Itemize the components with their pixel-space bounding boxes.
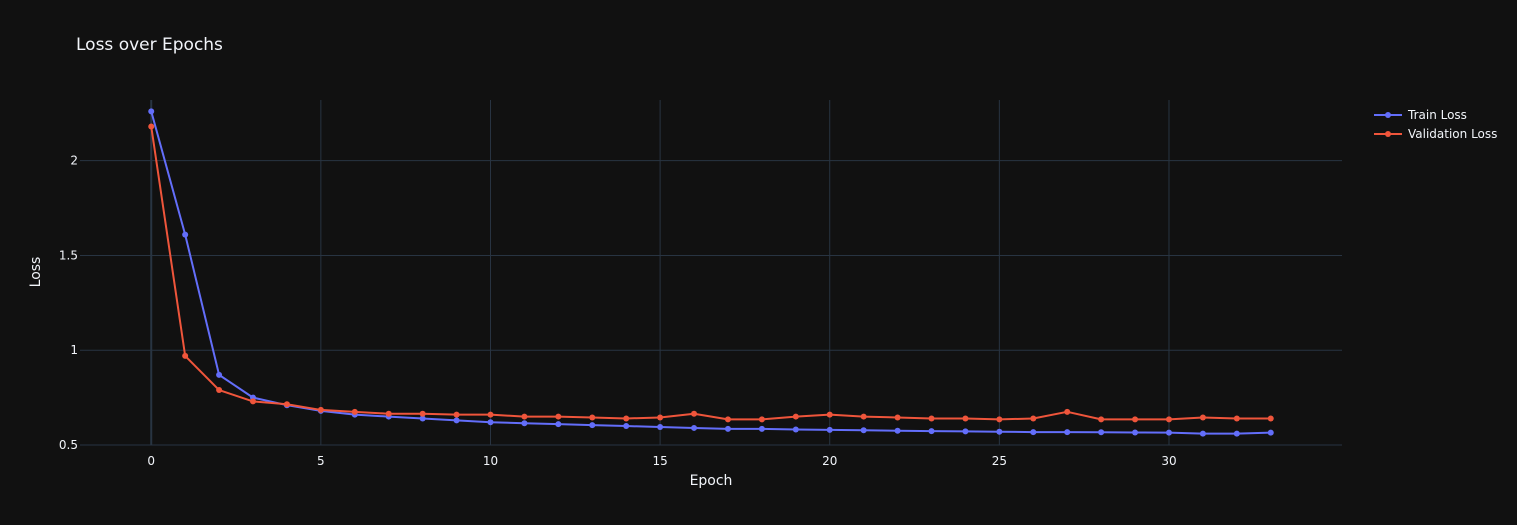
data-point[interactable] <box>1030 415 1037 422</box>
data-point[interactable] <box>962 428 969 435</box>
grid-layer <box>80 100 1342 446</box>
data-point[interactable] <box>1165 416 1172 423</box>
data-point[interactable] <box>385 410 392 417</box>
legend-item[interactable]: Train Loss <box>1374 108 1467 122</box>
data-point[interactable] <box>453 411 460 418</box>
data-point[interactable] <box>1064 408 1071 415</box>
data-point[interactable] <box>657 423 664 430</box>
data-point[interactable] <box>860 427 867 434</box>
data-point[interactable] <box>283 401 290 408</box>
data-point[interactable] <box>792 426 799 433</box>
series-layer <box>148 108 1274 437</box>
data-point[interactable] <box>419 410 426 417</box>
data-point[interactable] <box>521 413 528 420</box>
data-point[interactable] <box>555 413 562 420</box>
data-point[interactable] <box>1132 416 1139 423</box>
legend-label: Validation Loss <box>1408 127 1497 141</box>
data-point[interactable] <box>250 398 257 405</box>
data-point[interactable] <box>487 411 494 418</box>
data-point[interactable] <box>487 419 494 426</box>
data-point[interactable] <box>724 425 731 432</box>
data-point[interactable] <box>792 413 799 420</box>
data-point[interactable] <box>182 352 189 359</box>
data-point[interactable] <box>657 414 664 421</box>
data-point[interactable] <box>962 415 969 422</box>
data-point[interactable] <box>623 415 630 422</box>
data-point[interactable] <box>521 420 528 427</box>
x-tick-label: 25 <box>992 454 1007 468</box>
data-point[interactable] <box>1098 416 1105 423</box>
legend-swatch-marker <box>1385 131 1391 137</box>
data-point[interactable] <box>1199 430 1206 437</box>
data-point[interactable] <box>453 417 460 424</box>
y-tick-label: 1.5 <box>59 248 78 262</box>
data-point[interactable] <box>623 423 630 430</box>
data-point[interactable] <box>996 428 1003 435</box>
legend-item[interactable]: Validation Loss <box>1374 127 1497 141</box>
data-point[interactable] <box>555 421 562 428</box>
data-point[interactable] <box>894 414 901 421</box>
data-point[interactable] <box>1267 415 1274 422</box>
data-point[interactable] <box>1098 429 1105 436</box>
data-point[interactable] <box>148 123 155 130</box>
data-point[interactable] <box>317 406 324 413</box>
data-point[interactable] <box>996 416 1003 423</box>
tick-layer: 0 5 10 15 20 25 30 0.5 1 1.5 2 <box>59 154 1177 468</box>
data-point[interactable] <box>1165 429 1172 436</box>
series-line[interactable] <box>150 111 1271 435</box>
data-point[interactable] <box>691 410 698 417</box>
data-point[interactable] <box>724 416 731 423</box>
data-point[interactable] <box>216 387 223 394</box>
data-point[interactable] <box>1233 430 1240 437</box>
data-point[interactable] <box>148 108 155 115</box>
x-tick-label: 5 <box>317 454 325 468</box>
data-point[interactable] <box>758 416 765 423</box>
legend-swatch-marker <box>1385 112 1391 118</box>
data-point[interactable] <box>589 422 596 429</box>
data-point[interactable] <box>1199 414 1206 421</box>
x-axis-label: Epoch <box>690 473 733 489</box>
y-axis-label: Loss <box>28 257 44 288</box>
data-point[interactable] <box>691 424 698 431</box>
y-tick-label: 2 <box>70 154 78 168</box>
series-1[interactable] <box>148 123 1274 423</box>
data-point[interactable] <box>860 413 867 420</box>
data-point[interactable] <box>928 428 935 435</box>
series-0[interactable] <box>148 108 1274 437</box>
data-point[interactable] <box>928 415 935 422</box>
data-point[interactable] <box>1064 429 1071 436</box>
data-point[interactable] <box>216 371 223 378</box>
data-point[interactable] <box>1132 429 1139 436</box>
series-line[interactable] <box>150 126 1271 421</box>
x-tick-label: 30 <box>1161 454 1176 468</box>
x-tick-label: 10 <box>483 454 498 468</box>
x-tick-label: 0 <box>147 454 155 468</box>
data-point[interactable] <box>182 231 189 238</box>
data-point[interactable] <box>351 408 358 415</box>
data-point[interactable] <box>826 411 833 418</box>
data-point[interactable] <box>894 427 901 434</box>
data-point[interactable] <box>419 415 426 422</box>
y-tick-label: 0.5 <box>59 438 78 452</box>
x-tick-label: 15 <box>652 454 667 468</box>
data-point[interactable] <box>1030 429 1037 436</box>
chart-title: Loss over Epochs <box>76 35 223 55</box>
data-point[interactable] <box>1267 429 1274 436</box>
data-point[interactable] <box>758 425 765 432</box>
y-tick-label: 1 <box>70 343 78 357</box>
data-point[interactable] <box>1233 415 1240 422</box>
legend-label: Train Loss <box>1407 108 1467 122</box>
data-point[interactable] <box>589 414 596 421</box>
legend[interactable]: Train Loss Validation Loss <box>1374 108 1497 141</box>
data-point[interactable] <box>826 426 833 433</box>
x-tick-label: 20 <box>822 454 837 468</box>
